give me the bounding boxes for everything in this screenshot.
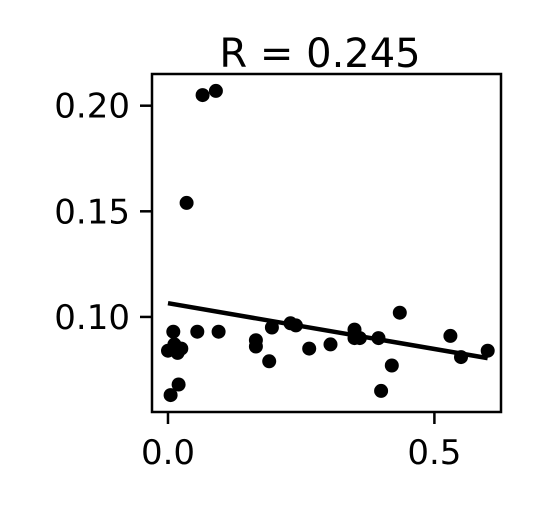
data-point <box>171 377 186 392</box>
y-tick-label: 0.10 <box>54 298 130 338</box>
data-point <box>208 83 223 98</box>
fit-layer <box>167 300 489 361</box>
chart-title: R = 0.245 <box>219 31 420 77</box>
data-point <box>264 320 279 335</box>
x-tick-label: 0.5 <box>407 433 461 473</box>
data-point <box>392 305 407 320</box>
data-point <box>190 324 205 339</box>
plot-frame <box>150 72 503 414</box>
data-point <box>302 341 317 356</box>
ticks-layer: 0.0 0.5 0.10 0.15 0.20 <box>54 87 461 473</box>
data-point <box>384 358 399 373</box>
fit-line <box>167 300 489 361</box>
data-point <box>480 343 495 358</box>
y-tick-label: 0.20 <box>54 87 130 127</box>
data-point <box>179 195 194 210</box>
data-point <box>248 339 263 354</box>
data-point <box>323 337 338 352</box>
data-point <box>195 88 210 103</box>
data-point <box>374 383 389 398</box>
x-tick-label: 0.0 <box>141 433 195 473</box>
data-point <box>166 324 181 339</box>
y-tick-label: 0.15 <box>54 192 130 232</box>
data-point <box>174 341 189 356</box>
data-point <box>443 328 458 343</box>
data-point <box>211 324 226 339</box>
data-point <box>262 354 277 369</box>
data-point <box>163 388 178 403</box>
points-layer <box>161 83 495 403</box>
